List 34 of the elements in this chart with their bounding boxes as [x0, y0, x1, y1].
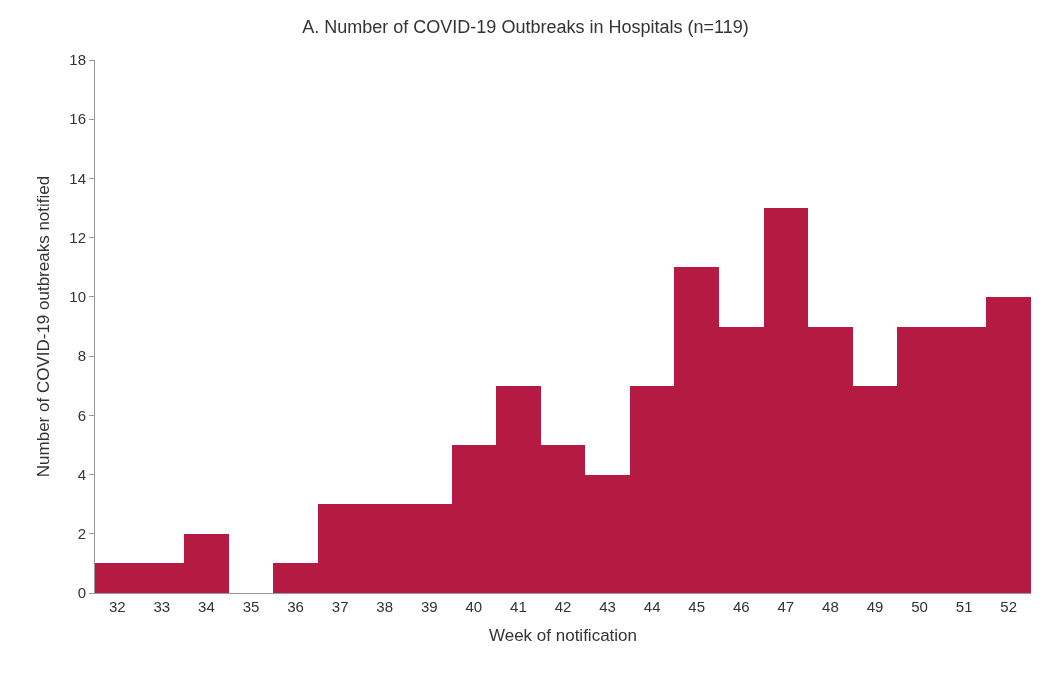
y-tick-label: 16: [69, 110, 86, 128]
y-tick-label: 4: [77, 465, 86, 483]
y-tick-label: 10: [69, 288, 86, 306]
x-tick-label: 46: [732, 598, 750, 615]
y-axis-title: Number of COVID-19 outbreaks notified: [33, 175, 53, 478]
x-tick-label: 35: [242, 598, 260, 615]
x-tick-label: 48: [822, 598, 839, 615]
x-tick-label: 39: [420, 598, 438, 615]
x-tick-label: 40: [465, 598, 483, 615]
x-tick-label: 49: [866, 598, 884, 615]
x-tick-label: 44: [643, 598, 661, 615]
y-tick-label: 18: [69, 51, 86, 69]
x-tick-label: 47: [777, 598, 795, 615]
y-tick-label: 12: [69, 228, 86, 246]
x-tick-label: 33: [153, 598, 171, 615]
y-tick-label: 2: [77, 525, 86, 543]
y-tick-label: 14: [69, 169, 86, 187]
x-tick-label: 42: [554, 598, 572, 615]
x-tick-label: 41: [510, 598, 527, 615]
x-tick-label: 52: [1000, 598, 1018, 615]
x-tick-label: 37: [331, 598, 349, 615]
x-tick-label: 36: [287, 598, 304, 615]
x-axis-title: Week of notification: [488, 626, 638, 646]
x-tick-label: 34: [198, 598, 215, 615]
x-tick-label: 45: [688, 598, 706, 615]
x-tick-label: 32: [108, 598, 126, 615]
y-tick-label: 8: [77, 347, 86, 365]
x-tick-label: 38: [376, 598, 394, 615]
x-tick-label: 51: [955, 598, 973, 615]
chart-title: A. Number of COVID-19 Outbreaks in Hospitals (n=119): [302, 16, 749, 37]
x-tick-label: 43: [599, 598, 616, 615]
x-tick-label: 50: [911, 598, 928, 615]
y-tick-label: 0: [77, 584, 86, 602]
y-tick-label: 6: [77, 406, 86, 424]
